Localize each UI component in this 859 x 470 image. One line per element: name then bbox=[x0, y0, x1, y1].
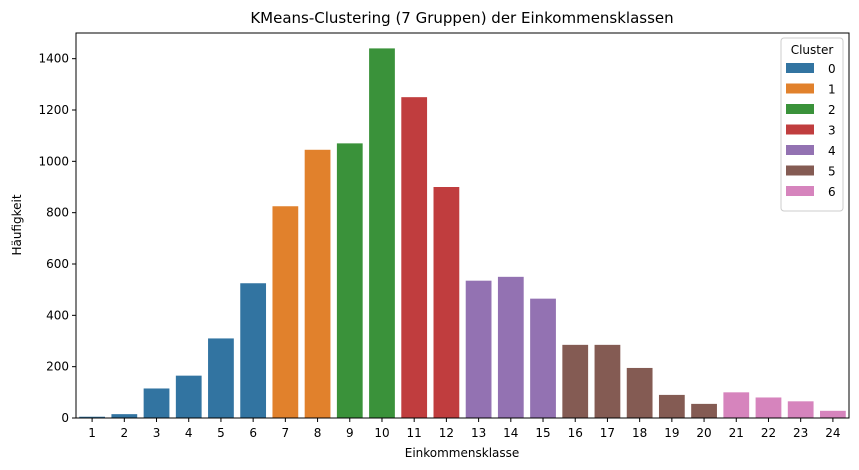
bar-23 bbox=[787, 401, 814, 418]
x-tick-label-21: 21 bbox=[729, 426, 744, 440]
bar-24 bbox=[820, 410, 846, 418]
legend-swatch-0 bbox=[786, 63, 814, 73]
x-tick-label-22: 22 bbox=[761, 426, 776, 440]
y-tick-label-200: 200 bbox=[46, 360, 69, 374]
bar-9 bbox=[336, 143, 363, 418]
bar-5 bbox=[208, 338, 234, 418]
y-tick-label-600: 600 bbox=[46, 257, 69, 271]
plot-frame bbox=[75, 32, 850, 419]
legend-swatch-3 bbox=[786, 124, 814, 135]
bar-4 bbox=[175, 375, 202, 418]
bar-2 bbox=[111, 414, 138, 418]
chart-title: KMeans-Clustering (7 Gruppen) der Einkom… bbox=[250, 9, 673, 27]
y-tick-label-800: 800 bbox=[46, 206, 69, 220]
legend-swatch-6 bbox=[786, 186, 814, 196]
y-axis-label: Häufigkeit bbox=[10, 194, 24, 255]
bar-14 bbox=[497, 276, 524, 418]
x-tick-label-5: 5 bbox=[217, 426, 225, 440]
x-tick-label-4: 4 bbox=[185, 426, 193, 440]
bar-17 bbox=[594, 344, 621, 418]
x-tick-label-3: 3 bbox=[153, 426, 161, 440]
x-tick-label-17: 17 bbox=[600, 426, 615, 440]
x-tick-label-6: 6 bbox=[249, 426, 257, 440]
legend-title: Cluster bbox=[791, 43, 834, 57]
x-tick-label-13: 13 bbox=[471, 426, 486, 440]
bar-21 bbox=[723, 392, 750, 418]
x-tick-label-16: 16 bbox=[568, 426, 583, 440]
y-tick-label-1400: 1400 bbox=[38, 52, 69, 66]
x-tick-label-23: 23 bbox=[793, 426, 808, 440]
legend-label-5: 5 bbox=[828, 165, 836, 179]
bar-19 bbox=[658, 394, 685, 418]
x-tick-label-14: 14 bbox=[503, 426, 518, 440]
legend-swatch-5 bbox=[786, 165, 814, 176]
legend-swatch-4 bbox=[786, 145, 814, 155]
x-tick-label-10: 10 bbox=[374, 426, 389, 440]
x-tick-label-1: 1 bbox=[88, 426, 96, 440]
y-tick-label-1200: 1200 bbox=[38, 103, 69, 117]
bar-20 bbox=[691, 403, 717, 418]
y-tick-label-1000: 1000 bbox=[38, 154, 69, 168]
bar-16 bbox=[562, 344, 589, 418]
x-tick-label-11: 11 bbox=[407, 426, 422, 440]
x-tick-label-2: 2 bbox=[120, 426, 128, 440]
legend-entries: 0 1 2 3 4 5 6 bbox=[786, 62, 836, 199]
x-axis-ticks: 1 2 3 4 5 6 7 8 9 10 11 12 13 14 15 16 17 18 19 20 21 22 23 24 bbox=[88, 418, 841, 440]
x-tick-label-15: 15 bbox=[535, 426, 550, 440]
bar-12 bbox=[433, 187, 460, 418]
x-axis-label: Einkommensklasse bbox=[405, 446, 520, 460]
x-tick-label-12: 12 bbox=[439, 426, 454, 440]
bar-3 bbox=[143, 388, 170, 418]
legend-label-0: 0 bbox=[828, 62, 836, 76]
y-tick-label-0: 0 bbox=[61, 411, 69, 425]
legend: Cluster 0 1 2 3 4 5 6 bbox=[780, 37, 844, 212]
legend-label-1: 1 bbox=[828, 83, 836, 97]
legend-swatch-1 bbox=[786, 83, 814, 94]
bar-11 bbox=[401, 97, 428, 419]
bars-group bbox=[79, 48, 846, 419]
bar-1 bbox=[79, 416, 105, 418]
x-tick-label-9: 9 bbox=[346, 426, 354, 440]
x-tick-label-20: 20 bbox=[696, 426, 711, 440]
x-tick-label-7: 7 bbox=[282, 426, 290, 440]
legend-label-3: 3 bbox=[828, 124, 836, 138]
bar-22 bbox=[755, 397, 782, 418]
x-tick-label-19: 19 bbox=[664, 426, 679, 440]
bar-10 bbox=[369, 48, 395, 419]
bar-7 bbox=[272, 206, 299, 418]
bar-8 bbox=[304, 149, 331, 418]
bar-15 bbox=[530, 298, 556, 418]
x-tick-label-24: 24 bbox=[825, 426, 840, 440]
bar-6 bbox=[240, 283, 267, 418]
y-tick-label-400: 400 bbox=[46, 308, 69, 322]
y-axis-ticks: 0 200 400 600 800 1000 1200 1400 bbox=[38, 52, 76, 425]
legend-label-6: 6 bbox=[828, 185, 836, 199]
bar-18 bbox=[626, 367, 653, 418]
x-tick-label-18: 18 bbox=[632, 426, 647, 440]
legend-swatch-2 bbox=[786, 104, 814, 114]
legend-label-2: 2 bbox=[828, 103, 836, 117]
x-tick-label-8: 8 bbox=[314, 426, 322, 440]
bar-13 bbox=[465, 280, 492, 418]
legend-label-4: 4 bbox=[828, 144, 836, 158]
